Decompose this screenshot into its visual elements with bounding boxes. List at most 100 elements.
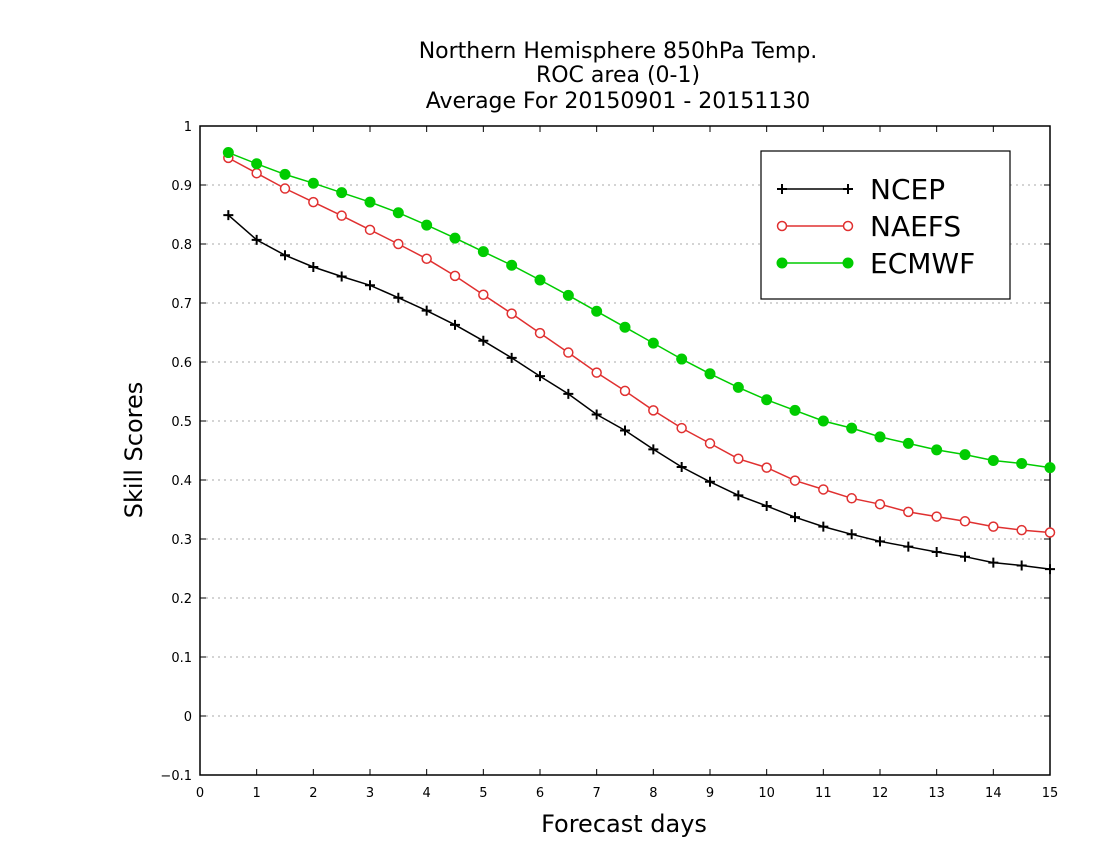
data-point-ecmwf [959, 449, 971, 461]
y-tick-label: 0.6 [171, 356, 192, 371]
x-tick-label: 7 [593, 786, 601, 801]
y-tick-label: 0.4 [171, 474, 192, 489]
data-point-ecmwf [392, 207, 404, 219]
data-point-ecmwf [789, 404, 801, 416]
data-point-ecmwf [619, 321, 631, 333]
data-point-naefs [364, 224, 376, 236]
legend-marker-naefs [842, 220, 854, 232]
data-point-naefs [988, 521, 999, 532]
data-point-ecmwf [364, 196, 376, 208]
data-point-ncep [648, 444, 659, 455]
legend-marker-ecmwf [842, 257, 854, 269]
legend-marker-naefs [776, 220, 788, 232]
data-point-ncep [308, 262, 319, 273]
data-point-naefs [591, 367, 602, 378]
data-point-naefs [279, 183, 291, 194]
data-point-ecmwf [987, 455, 999, 467]
data-point-ncep [450, 319, 460, 330]
x-tick-label: 9 [706, 786, 714, 801]
data-point-ecmwf [421, 219, 433, 231]
data-point-ncep [818, 521, 829, 532]
data-point-ncep [875, 536, 885, 547]
data-point-ncep [280, 250, 290, 261]
y-tick-label: 0.3 [171, 533, 192, 548]
legend-item-ncep: NCEP [777, 173, 945, 206]
data-point-ecmwf [732, 381, 744, 393]
data-point-naefs [789, 475, 801, 486]
y-tick-label: 1 [184, 120, 192, 135]
data-point-ecmwf [279, 168, 291, 180]
data-point-ecmwf [647, 337, 659, 349]
data-point-naefs [931, 511, 942, 522]
series-ncep [223, 210, 1055, 575]
x-tick-label: 1 [253, 786, 261, 801]
data-point-ncep [931, 546, 942, 557]
data-point-naefs [478, 289, 489, 300]
y-tick-label: 0.1 [171, 651, 192, 666]
data-point-ecmwf [449, 232, 461, 244]
legend-marker-ecmwf [776, 257, 788, 269]
data-point-naefs [648, 405, 659, 416]
data-point-ecmwf [704, 368, 716, 380]
data-point-naefs [874, 498, 886, 510]
data-point-naefs [1016, 524, 1027, 536]
data-point-ncep [988, 557, 999, 568]
data-point-naefs [704, 438, 716, 449]
legend-marker-ncep [777, 184, 787, 194]
title-line-1: Northern Hemisphere 850hPa Temp. [419, 39, 818, 64]
data-point-naefs [336, 210, 347, 221]
plot-frame [199, 125, 1051, 776]
legend-label-ncep: NCEP [870, 173, 945, 206]
title-line-2: ROC area (0-1) [536, 63, 700, 88]
y-tick-label: 0.8 [171, 238, 192, 253]
data-point-naefs [308, 196, 319, 208]
data-point-ecmwf [251, 158, 263, 170]
data-point-naefs [619, 385, 631, 397]
data-point-ncep [790, 512, 800, 523]
data-point-ecmwf [534, 274, 546, 286]
legend-box [760, 150, 1011, 300]
title-line-3: Average For 20150901 - 20151130 [426, 89, 811, 114]
data-point-ecmwf [591, 305, 603, 317]
data-point-ncep [960, 551, 970, 562]
axis-ticks: −0.100.10.20.30.40.50.60.70.80.910 1 2 3 4 5 6… [160, 120, 1058, 801]
data-point-ecmwf [902, 437, 914, 449]
x-tick-label: 0 [196, 786, 204, 801]
series-naefs [223, 152, 1056, 538]
x-tick-label: 14 [985, 786, 1002, 801]
data-point-ncep [251, 234, 262, 245]
data-point-naefs [534, 327, 546, 339]
data-point-naefs [1044, 527, 1056, 538]
data-point-naefs [563, 347, 574, 358]
data-point-ncep [365, 280, 375, 291]
x-tick-label: 3 [366, 786, 374, 801]
data-point-ecmwf [307, 177, 319, 189]
series [222, 147, 1056, 575]
x-tick-label: 6 [536, 786, 544, 801]
data-point-ncep [705, 476, 715, 487]
x-tick-label: 12 [872, 786, 889, 801]
data-point-naefs [818, 484, 829, 495]
data-point-ecmwf [506, 259, 518, 271]
data-point-ecmwf [676, 353, 688, 365]
chart-title: Northern Hemisphere 850hPa Temp. ROC are… [419, 39, 818, 114]
data-point-naefs [506, 308, 517, 319]
legend-item-ecmwf: ECMWF [776, 247, 975, 280]
data-point-ecmwf [336, 187, 348, 199]
data-point-ncep [1045, 564, 1055, 575]
data-point-ecmwf [874, 431, 886, 443]
y-tick-label: 0.2 [171, 592, 192, 607]
legend-item-naefs: NAEFS [776, 210, 961, 243]
data-point-naefs [421, 253, 432, 264]
data-point-ncep [506, 352, 517, 363]
data-point-ncep [1016, 560, 1027, 571]
data-point-ecmwf [1016, 457, 1028, 469]
data-point-ncep [733, 490, 744, 501]
y-axis-label: Skill Scores [120, 382, 148, 519]
data-point-ncep [761, 500, 772, 511]
data-point-naefs [846, 493, 857, 504]
data-point-ncep [846, 529, 857, 540]
x-tick-label: 8 [649, 786, 657, 801]
y-tick-label: −0.1 [160, 769, 192, 784]
y-tick-label: 0.9 [171, 179, 192, 194]
